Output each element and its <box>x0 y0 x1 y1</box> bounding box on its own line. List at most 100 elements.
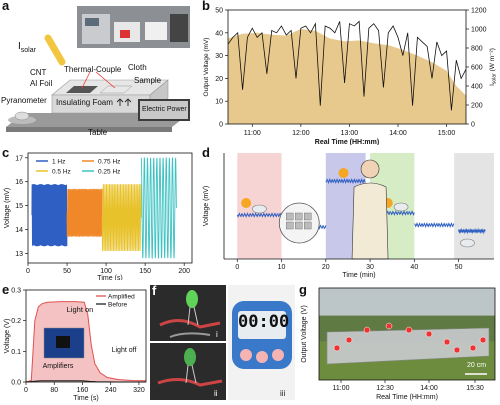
y2-label-part: (W m⁻²) <box>489 48 496 73</box>
x-tick-label: 80 <box>50 387 58 394</box>
sun-icon <box>338 168 349 178</box>
chart-b-output-voltage: 0 10 20 30 40 50 0 200 400 600 800 1000 1200 11:00 12:… <box>203 8 498 146</box>
y2-tick-label: 1200 <box>471 8 487 15</box>
data-point-marker <box>469 344 477 352</box>
data-point-marker <box>443 338 451 346</box>
x-tick-label: 12:00 <box>292 130 310 137</box>
x-tick-label: 40 <box>410 264 418 271</box>
photo-label-iii: iii <box>280 389 286 398</box>
x-axis-label: Time (s) <box>97 275 122 280</box>
label-cnt: CNT <box>30 68 47 77</box>
plot-frame <box>25 289 147 383</box>
fabric-cell <box>295 212 303 221</box>
fabric-cell <box>304 212 312 221</box>
sun-icon <box>241 198 252 208</box>
cloud-icon <box>393 202 409 212</box>
y-tick-label: 14 <box>15 227 23 234</box>
y2-tick-label: 0 <box>471 122 475 129</box>
y-tick-label: 0.2 <box>11 318 21 325</box>
data-point-marker <box>405 326 413 334</box>
voltage-line <box>227 20 467 111</box>
panel-letter-g: g <box>299 282 307 297</box>
timer-display: 00:00 <box>238 312 290 332</box>
y2-label-part: solar <box>492 73 498 84</box>
x-tick-label: 14:00 <box>389 130 407 137</box>
annotation-light-on: Light on <box>67 305 94 314</box>
x-tick-label: 11:00 <box>244 130 261 137</box>
series-1-Hz <box>31 184 68 247</box>
data-point-marker <box>345 336 353 344</box>
legend-label: Before <box>108 302 128 309</box>
y-axis-label: Output Voltage (mV) <box>203 38 210 97</box>
legend-label: Amplified <box>108 294 135 301</box>
x-tick-label: 0 <box>26 268 30 275</box>
y-tick-label: 10 <box>215 99 223 106</box>
person-head <box>360 159 380 179</box>
y-tick-label: 13 <box>15 251 23 258</box>
panel-letter-c: c <box>2 145 10 160</box>
cloud-icon <box>460 238 475 248</box>
y-tick-label: 0.0 <box>11 380 21 387</box>
plot-frame <box>27 152 193 264</box>
y-tick-label: 17 <box>15 155 23 162</box>
y-tick-label: 50 <box>215 8 223 15</box>
y-axis-label: Voltage (mV) <box>203 186 210 226</box>
legend-label: 0.25 Hz <box>98 169 120 176</box>
y2-label-part: I <box>489 84 496 86</box>
panel-letter-f: f <box>152 283 157 298</box>
x-tick-label: 0 <box>235 264 239 271</box>
data-point-marker <box>425 330 433 338</box>
voltage-trace <box>458 227 486 235</box>
panel-letter-e: e <box>2 282 10 297</box>
x-tick-label: 13:00 <box>341 130 359 137</box>
fabric-cell <box>295 221 303 230</box>
x-tick-label: 12:30 <box>376 385 394 392</box>
label-electric-power: Electric Power <box>142 106 187 113</box>
irradiance-area <box>228 29 466 124</box>
y-tick-label: 40 <box>215 30 223 37</box>
voltage-trace <box>236 212 282 218</box>
fabric-cell <box>286 212 294 221</box>
cloud-icon <box>252 204 267 214</box>
photo-label-ii: ii <box>214 389 218 398</box>
x-tick-label: 11:00 <box>333 385 350 392</box>
x-tick-label: 20 <box>322 264 330 271</box>
label-al-foil: Al Foil <box>30 79 53 88</box>
panel-letter-d: d <box>202 145 210 160</box>
y-tick-label: 0.1 <box>11 349 21 356</box>
fabric-cell <box>286 221 294 230</box>
y2-tick-label: 800 <box>471 46 483 53</box>
y2-tick-label: 600 <box>471 65 483 72</box>
panel-e: e Amplifiers 0.0 0.1 0.2 0.3 0 80 160 240 320 Time… <box>0 282 150 405</box>
x-tick-label: 150 <box>139 268 151 275</box>
x-tick-label: 240 <box>105 387 117 394</box>
fabric-panel <box>326 327 490 365</box>
panel-letter-b: b <box>202 0 210 13</box>
scale-bar-label: 20 cm <box>467 362 487 369</box>
x-tick-label: 14:00 <box>420 385 438 392</box>
series-amplified <box>25 301 147 383</box>
y-tick-label: 0 <box>219 122 223 129</box>
data-point-marker <box>333 344 341 352</box>
photo-label-i: i <box>216 330 218 339</box>
data-point-marker <box>479 336 487 344</box>
y2-axis-label: Isolar (W m⁻²) <box>489 48 498 86</box>
x-axis-label: Time (s) <box>73 395 98 402</box>
voltage-trace <box>414 221 455 229</box>
x-tick-label: 0 <box>24 387 28 394</box>
plot-frame <box>318 287 496 381</box>
x-tick-label: 50 <box>455 264 463 271</box>
label-table: Table <box>88 128 108 137</box>
label-insulating-foam: Insulating Foam <box>56 98 113 107</box>
y-axis-label: Voltage (mV) <box>4 188 11 228</box>
y-tick-label: 0.3 <box>11 288 21 295</box>
x-tick-label: 15:30 <box>466 385 484 392</box>
x-tick-label: 320 <box>133 387 145 394</box>
x-axis-label: Real Time (HH:mm) <box>376 394 438 401</box>
label-pyranometer: Pyranometer <box>1 96 47 105</box>
y-tick-label: 30 <box>215 53 223 60</box>
legend-label: 0.5 Hz <box>52 169 71 176</box>
annotation-light-off: Light off <box>112 347 137 354</box>
panel-c: c 13 14 15 16 17 0 50 100 150 200 Time (s) Voltage … <box>0 145 198 280</box>
person-body <box>351 182 389 260</box>
